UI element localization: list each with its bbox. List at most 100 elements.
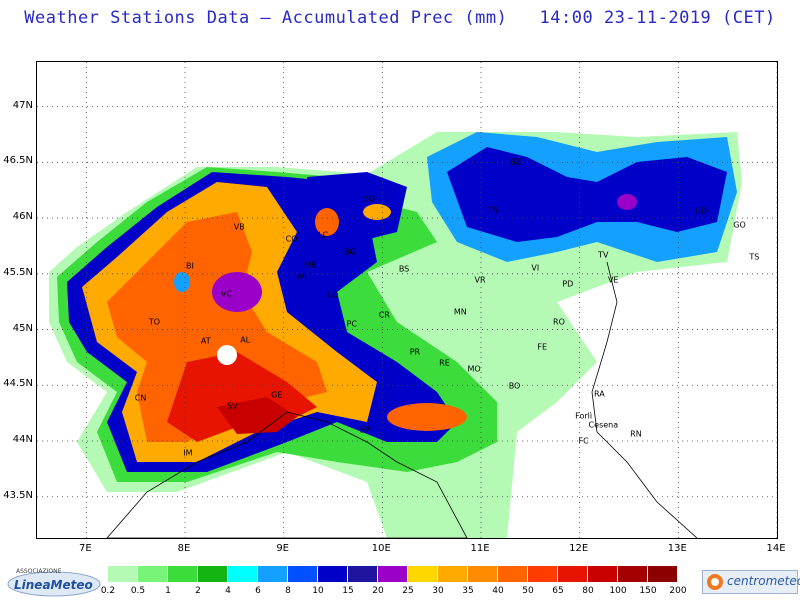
city-label: MO bbox=[467, 364, 481, 374]
city-label: CN bbox=[134, 393, 147, 403]
legend-threshold-label: 2 bbox=[195, 586, 201, 596]
legend-swatch bbox=[498, 566, 528, 582]
precip-core bbox=[363, 204, 391, 220]
legend-swatch bbox=[198, 566, 228, 582]
precip-core bbox=[315, 208, 339, 236]
city-label: GO bbox=[733, 220, 746, 230]
city-label: FE bbox=[537, 342, 547, 352]
legend-threshold-label: 15 bbox=[342, 586, 354, 596]
lat-tick-label: 47N bbox=[12, 99, 33, 111]
city-label: RN bbox=[630, 429, 642, 439]
city-label: PR bbox=[409, 347, 421, 357]
city-label: RA bbox=[594, 389, 605, 399]
city-label: PD bbox=[562, 279, 574, 289]
legend-threshold-label: 1 bbox=[165, 586, 171, 596]
lon-tick-label: 9E bbox=[276, 543, 289, 554]
city-label: BS bbox=[398, 264, 410, 274]
city-label: LO bbox=[327, 290, 339, 300]
city-label: RO bbox=[553, 317, 565, 327]
legend-threshold-label: 10 bbox=[312, 586, 324, 596]
precip-core bbox=[617, 194, 637, 210]
city-label: BZ bbox=[510, 157, 522, 167]
city-label: FC bbox=[578, 436, 589, 446]
dry-spot bbox=[217, 345, 237, 365]
city-label: IM bbox=[183, 448, 193, 458]
city-label: TO bbox=[148, 317, 160, 327]
coastline bbox=[106, 411, 468, 538]
legend-swatch bbox=[408, 566, 438, 582]
legend-threshold-label: 80 bbox=[582, 586, 594, 596]
logo-small-text: ASSOCIAZIONE bbox=[16, 568, 62, 575]
precipitation-field bbox=[37, 62, 777, 538]
lon-tick-label: 14E bbox=[766, 543, 786, 554]
precipitation-map: BZ SO TN UD VB CO LC BG GO BI MB MI BS VR VI TV TS PD VE VC… bbox=[36, 61, 778, 539]
legend-swatch bbox=[618, 566, 648, 582]
lat-tick-label: 45.5N bbox=[3, 266, 33, 278]
color-legend bbox=[108, 566, 678, 582]
city-label: BG bbox=[343, 247, 356, 256]
city-label: BI bbox=[185, 261, 194, 271]
legend-swatch bbox=[108, 566, 138, 582]
city-label: VE bbox=[607, 275, 619, 285]
city-label: UD bbox=[695, 206, 708, 216]
lat-tick-label: 44N bbox=[12, 434, 33, 446]
city-label: VC bbox=[220, 289, 232, 299]
city-label: GE bbox=[271, 390, 283, 400]
city-label: VI bbox=[531, 263, 540, 273]
lon-tick-label: 12E bbox=[569, 543, 589, 554]
lon-tick-label: 11E bbox=[470, 543, 490, 554]
lon-tick-label: 10E bbox=[371, 543, 391, 554]
logo-text: centrometeo bbox=[727, 574, 800, 588]
city-label: MB bbox=[304, 260, 317, 270]
logo-text: LineaMeteo bbox=[14, 578, 93, 592]
legend-threshold-label: 35 bbox=[462, 586, 474, 596]
lon-tick-label: 13E bbox=[667, 543, 687, 554]
city-label: Forlì bbox=[575, 411, 593, 421]
lat-tick-label: 45N bbox=[12, 322, 33, 334]
legend-swatch bbox=[558, 566, 588, 582]
city-label: AT bbox=[200, 336, 211, 346]
city-label: SO bbox=[363, 194, 376, 204]
city-label: TV bbox=[598, 250, 609, 260]
city-label: BO bbox=[508, 381, 521, 391]
city-label: CO bbox=[285, 234, 298, 244]
city-label: Cesena bbox=[588, 420, 619, 430]
legend-swatch bbox=[228, 566, 258, 582]
precip-core bbox=[212, 272, 262, 312]
legend-threshold-label: 65 bbox=[552, 586, 564, 596]
lat-tick-label: 43.5N bbox=[3, 489, 33, 501]
legend-threshold-label: 40 bbox=[492, 586, 504, 596]
legend-swatch bbox=[168, 566, 198, 582]
map-title: Weather Stations Data — Accumulated Prec… bbox=[24, 8, 776, 28]
lat-tick-label: 44.5N bbox=[3, 378, 33, 390]
city-label: PC bbox=[346, 319, 357, 329]
centrometeo-logo: centrometeo bbox=[702, 570, 800, 594]
legend-swatch bbox=[588, 566, 618, 582]
legend-threshold-label: 200 bbox=[669, 586, 687, 596]
legend-swatch bbox=[438, 566, 468, 582]
city-label: CR bbox=[378, 310, 390, 320]
legend-threshold-label: 4 bbox=[225, 586, 231, 596]
legend-swatch bbox=[288, 566, 318, 582]
lon-tick-label: 7E bbox=[78, 543, 92, 554]
lat-tick-label: 46.5N bbox=[3, 155, 33, 167]
legend-swatch bbox=[318, 566, 348, 582]
legend-swatch bbox=[348, 566, 378, 582]
legend-threshold-label: 100 bbox=[609, 586, 627, 596]
city-label: AL bbox=[240, 335, 251, 345]
precip-core bbox=[387, 403, 467, 431]
city-label: LC bbox=[318, 230, 329, 240]
legend-swatch bbox=[138, 566, 168, 582]
legend-threshold-label: 0.5 bbox=[130, 586, 146, 596]
legend-swatch bbox=[378, 566, 408, 582]
city-label: MI bbox=[297, 272, 308, 282]
legend-threshold-label: 25 bbox=[402, 586, 414, 596]
legend-threshold-label: 150 bbox=[639, 586, 657, 596]
lon-tick-label: 8E bbox=[177, 543, 191, 554]
legend-threshold-label: 8 bbox=[285, 586, 291, 596]
city-label: TS bbox=[749, 252, 760, 262]
precip-zone bbox=[217, 397, 297, 434]
city-label: TN bbox=[487, 205, 499, 215]
legend-threshold-label: 50 bbox=[522, 586, 534, 596]
city-label: SP bbox=[359, 425, 370, 435]
